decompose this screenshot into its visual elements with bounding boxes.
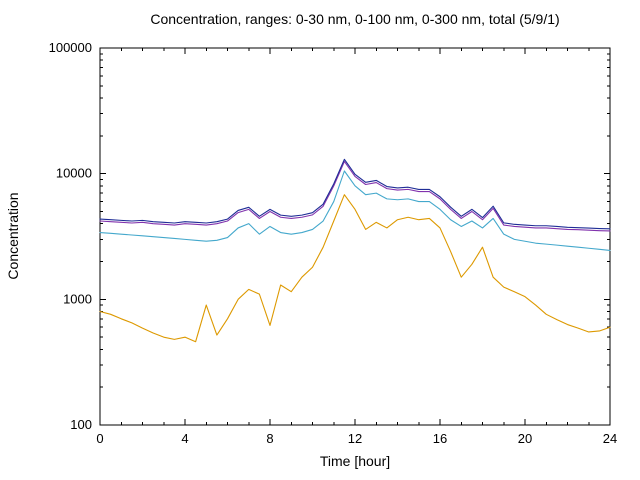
y-tick-label: 1000 xyxy=(63,291,92,306)
plot-border xyxy=(99,47,611,426)
x-tick-label: 24 xyxy=(603,431,617,446)
y-tick-label: 100 xyxy=(70,417,92,432)
axes: 0 4 8 12 16 20 24 100 1000 10000 100000 xyxy=(49,40,618,446)
x-tick-label: 4 xyxy=(181,431,188,446)
x-axis-label: Time [hour] xyxy=(320,453,390,469)
x-tick-label: 20 xyxy=(518,431,532,446)
y-tick-label: 100000 xyxy=(49,40,92,55)
y-axis-label: Concentration xyxy=(5,192,21,279)
series-lines xyxy=(99,158,611,343)
series-line-0-30-nm xyxy=(99,194,611,343)
x-tick-label: 8 xyxy=(266,431,273,446)
x-tick-label: 12 xyxy=(348,431,362,446)
series-line-total xyxy=(99,158,611,230)
y-tick-label: 10000 xyxy=(56,166,92,181)
series-line-0-100-nm xyxy=(99,170,611,251)
x-tick-label: 0 xyxy=(96,431,103,446)
chart-title: Concentration, ranges: 0-30 nm, 0-100 nm… xyxy=(150,11,559,27)
x-tick-label: 16 xyxy=(433,431,447,446)
series-line-0-300-nm xyxy=(99,160,611,232)
